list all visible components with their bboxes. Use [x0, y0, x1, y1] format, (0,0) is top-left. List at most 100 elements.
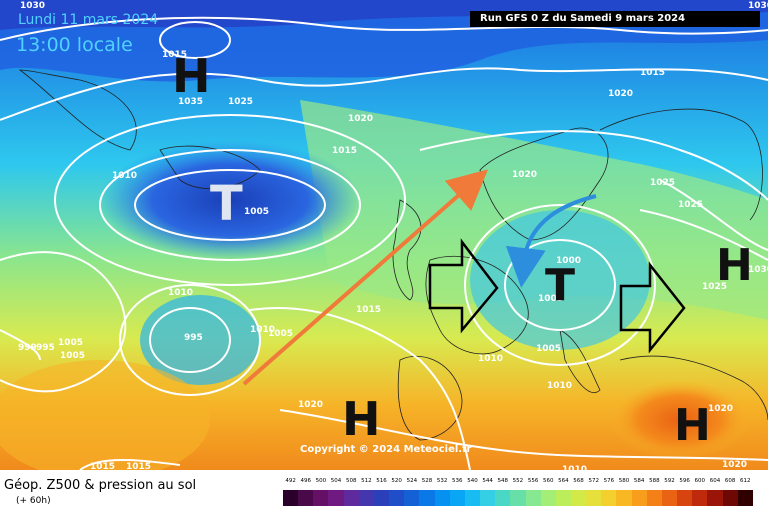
- scale-tick-label: 600: [694, 478, 706, 484]
- isobar-label: 1010: [250, 325, 275, 335]
- weather-map: 1030 1030 1035 1025 1020 1015 1010 1005 …: [0, 0, 768, 470]
- color-scale-bar: [283, 490, 753, 506]
- map-title: Géop. Z500 & pression au sol: [4, 478, 197, 493]
- color-scale: 492 496 500 504 508 512 516 520 524 528 532 536 540 5…: [283, 478, 753, 508]
- cold-flow-arrow: [505, 194, 597, 288]
- scale-swatch: [298, 490, 314, 506]
- scale-swatch: [525, 490, 541, 506]
- isobar-label: 1020: [608, 89, 633, 99]
- scale-swatch: [570, 490, 587, 506]
- scale-tick-label: 512: [361, 478, 372, 484]
- scale-swatch: [737, 490, 753, 506]
- scale-swatch: [434, 490, 450, 506]
- isobar-label: 1025: [228, 97, 253, 107]
- isobar-label: 1015: [640, 68, 665, 78]
- isobar-label: 1030: [20, 1, 45, 11]
- warm-flow-arrow: [242, 169, 489, 386]
- high-center: H: [716, 240, 753, 291]
- scale-swatch: [313, 490, 329, 506]
- scale-tick-label: 500: [315, 478, 327, 484]
- scale-swatch: [480, 490, 496, 506]
- scale-swatch: [646, 490, 662, 506]
- isobar-label: 1025: [702, 282, 727, 292]
- scale-tick-label: 492: [285, 478, 296, 484]
- scale-swatch: [328, 490, 344, 506]
- scale-tick-label: 572: [588, 478, 599, 484]
- scale-tick-label: 532: [436, 478, 448, 484]
- low-area-europe: [470, 210, 650, 350]
- low-center: T: [210, 176, 243, 232]
- warm-area-east: [610, 380, 750, 460]
- isobar-label: 1020: [298, 400, 323, 410]
- isobar-label: 995: [36, 343, 55, 353]
- isobar-label: 1005: [244, 207, 269, 217]
- isobar-label: 1015: [162, 50, 187, 60]
- scale-tick-label: 548: [497, 478, 509, 484]
- low-center: T: [545, 260, 575, 311]
- scale-swatch: [540, 490, 556, 506]
- scale-swatch: [283, 490, 299, 506]
- run-info: Run GFS 0 Z du Samedi 9 mars 2024: [470, 11, 760, 27]
- scale-swatch: [389, 490, 405, 506]
- scale-swatch: [722, 490, 738, 506]
- scale-swatch: [661, 490, 678, 506]
- high-center: H: [674, 400, 711, 451]
- isobar-label: 995: [184, 333, 203, 343]
- isobar-label: 1010: [562, 465, 587, 470]
- isobar-label: 1005: [60, 351, 85, 361]
- isobar-label: 1015: [332, 146, 357, 156]
- scale-swatch: [343, 490, 359, 506]
- isobar-label: 1005: [538, 294, 563, 304]
- warm-area-west: [0, 360, 210, 470]
- scale-tick-label: 508: [345, 478, 357, 484]
- scale-tick-label: 524: [406, 478, 418, 484]
- big-arrow-east: [619, 261, 686, 354]
- isobar-label: 1010: [168, 288, 193, 298]
- scale-swatch: [358, 490, 374, 506]
- scale-swatch: [692, 490, 708, 506]
- scale-swatch: [707, 490, 723, 506]
- scale-tick-label: 584: [633, 478, 645, 484]
- scale-tick-label: 552: [512, 478, 524, 484]
- isobar-labels: 1030 1030 1035 1025 1020 1015 1010 1005 …: [18, 1, 768, 470]
- low-area-atlantic: [140, 295, 260, 385]
- isobar-label: 1005: [268, 329, 293, 339]
- color-scale-labels: 492 496 500 504 508 512 516 520 524 528 532 536 540 5…: [283, 478, 753, 488]
- isobar-label: 1005: [536, 344, 561, 354]
- scale-tick-label: 560: [542, 478, 554, 484]
- forecast-range: (+ 60h): [16, 496, 51, 506]
- isobar-label: 1020: [708, 404, 733, 414]
- isobar-label: 1030: [748, 1, 768, 11]
- forecast-date: Lundi 11 mars 2024: [18, 12, 159, 28]
- scale-tick-label: 536: [452, 478, 463, 484]
- isobar-label: 1015: [356, 305, 381, 315]
- isobar-label: 1020: [722, 460, 747, 470]
- scale-swatch: [586, 490, 602, 506]
- copyright: Copyright © 2024 Meteociel.fr: [300, 444, 472, 455]
- scale-swatch: [677, 490, 693, 506]
- isobar-label: 1030: [748, 265, 768, 275]
- isobar-label: 1010: [112, 171, 137, 181]
- scale-swatch: [510, 490, 526, 506]
- forecast-time: 13:00 locale: [16, 34, 133, 56]
- scale-tick-label: 496: [300, 478, 311, 484]
- scale-tick-label: 608: [724, 478, 736, 484]
- scale-tick-label: 504: [330, 478, 342, 484]
- scale-swatch: [464, 490, 481, 506]
- isobars: [0, 16, 768, 470]
- isobar-label: 1020: [512, 170, 537, 180]
- isobar-label: 1010: [547, 381, 572, 391]
- isobar-label: 1005: [58, 338, 83, 348]
- scale-tick-label: 576: [603, 478, 615, 484]
- isobar-label: 1015: [126, 462, 151, 470]
- isobar-label: 1025: [650, 178, 675, 188]
- scale-swatch: [616, 490, 632, 506]
- scale-swatch: [631, 490, 647, 506]
- isobar-label: 1010: [478, 354, 503, 364]
- big-arrow-west: [428, 238, 499, 334]
- scale-tick-label: 564: [558, 478, 569, 484]
- high-center: H: [342, 392, 381, 446]
- isobar-label: 1025: [678, 200, 703, 210]
- isobar-label: 999: [18, 343, 37, 353]
